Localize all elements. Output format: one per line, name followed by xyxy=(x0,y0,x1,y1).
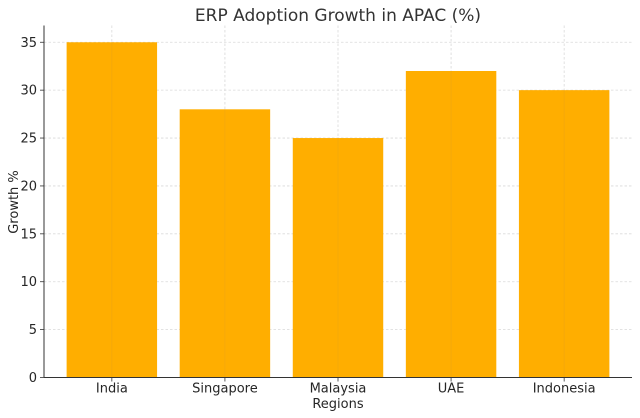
x-tick-label: India xyxy=(96,382,128,397)
y-tick-label: 35 xyxy=(20,36,37,51)
x-tick-label: Malaysia xyxy=(310,382,367,397)
y-tick-label: 30 xyxy=(20,84,37,99)
x-axis-ticks: India Singapore Malaysia UAE Indonesia xyxy=(96,377,596,397)
y-axis-label: Growth % xyxy=(7,170,22,234)
x-tick-label: Singapore xyxy=(192,382,258,397)
chart-title: ERP Adoption Growth in APAC (%) xyxy=(195,6,481,26)
y-axis-ticks: 0 5 10 15 20 25 30 35 xyxy=(20,36,44,386)
x-tick-label: UAE xyxy=(438,382,465,397)
y-tick-label: 15 xyxy=(20,227,37,242)
y-tick-label: 25 xyxy=(20,132,37,147)
x-tick-label: Indonesia xyxy=(533,382,596,397)
y-tick-label: 0 xyxy=(29,371,37,386)
y-tick-label: 10 xyxy=(20,275,37,290)
x-axis-label: Regions xyxy=(312,397,364,412)
y-tick-label: 5 xyxy=(29,323,37,338)
y-tick-label: 20 xyxy=(20,179,37,194)
